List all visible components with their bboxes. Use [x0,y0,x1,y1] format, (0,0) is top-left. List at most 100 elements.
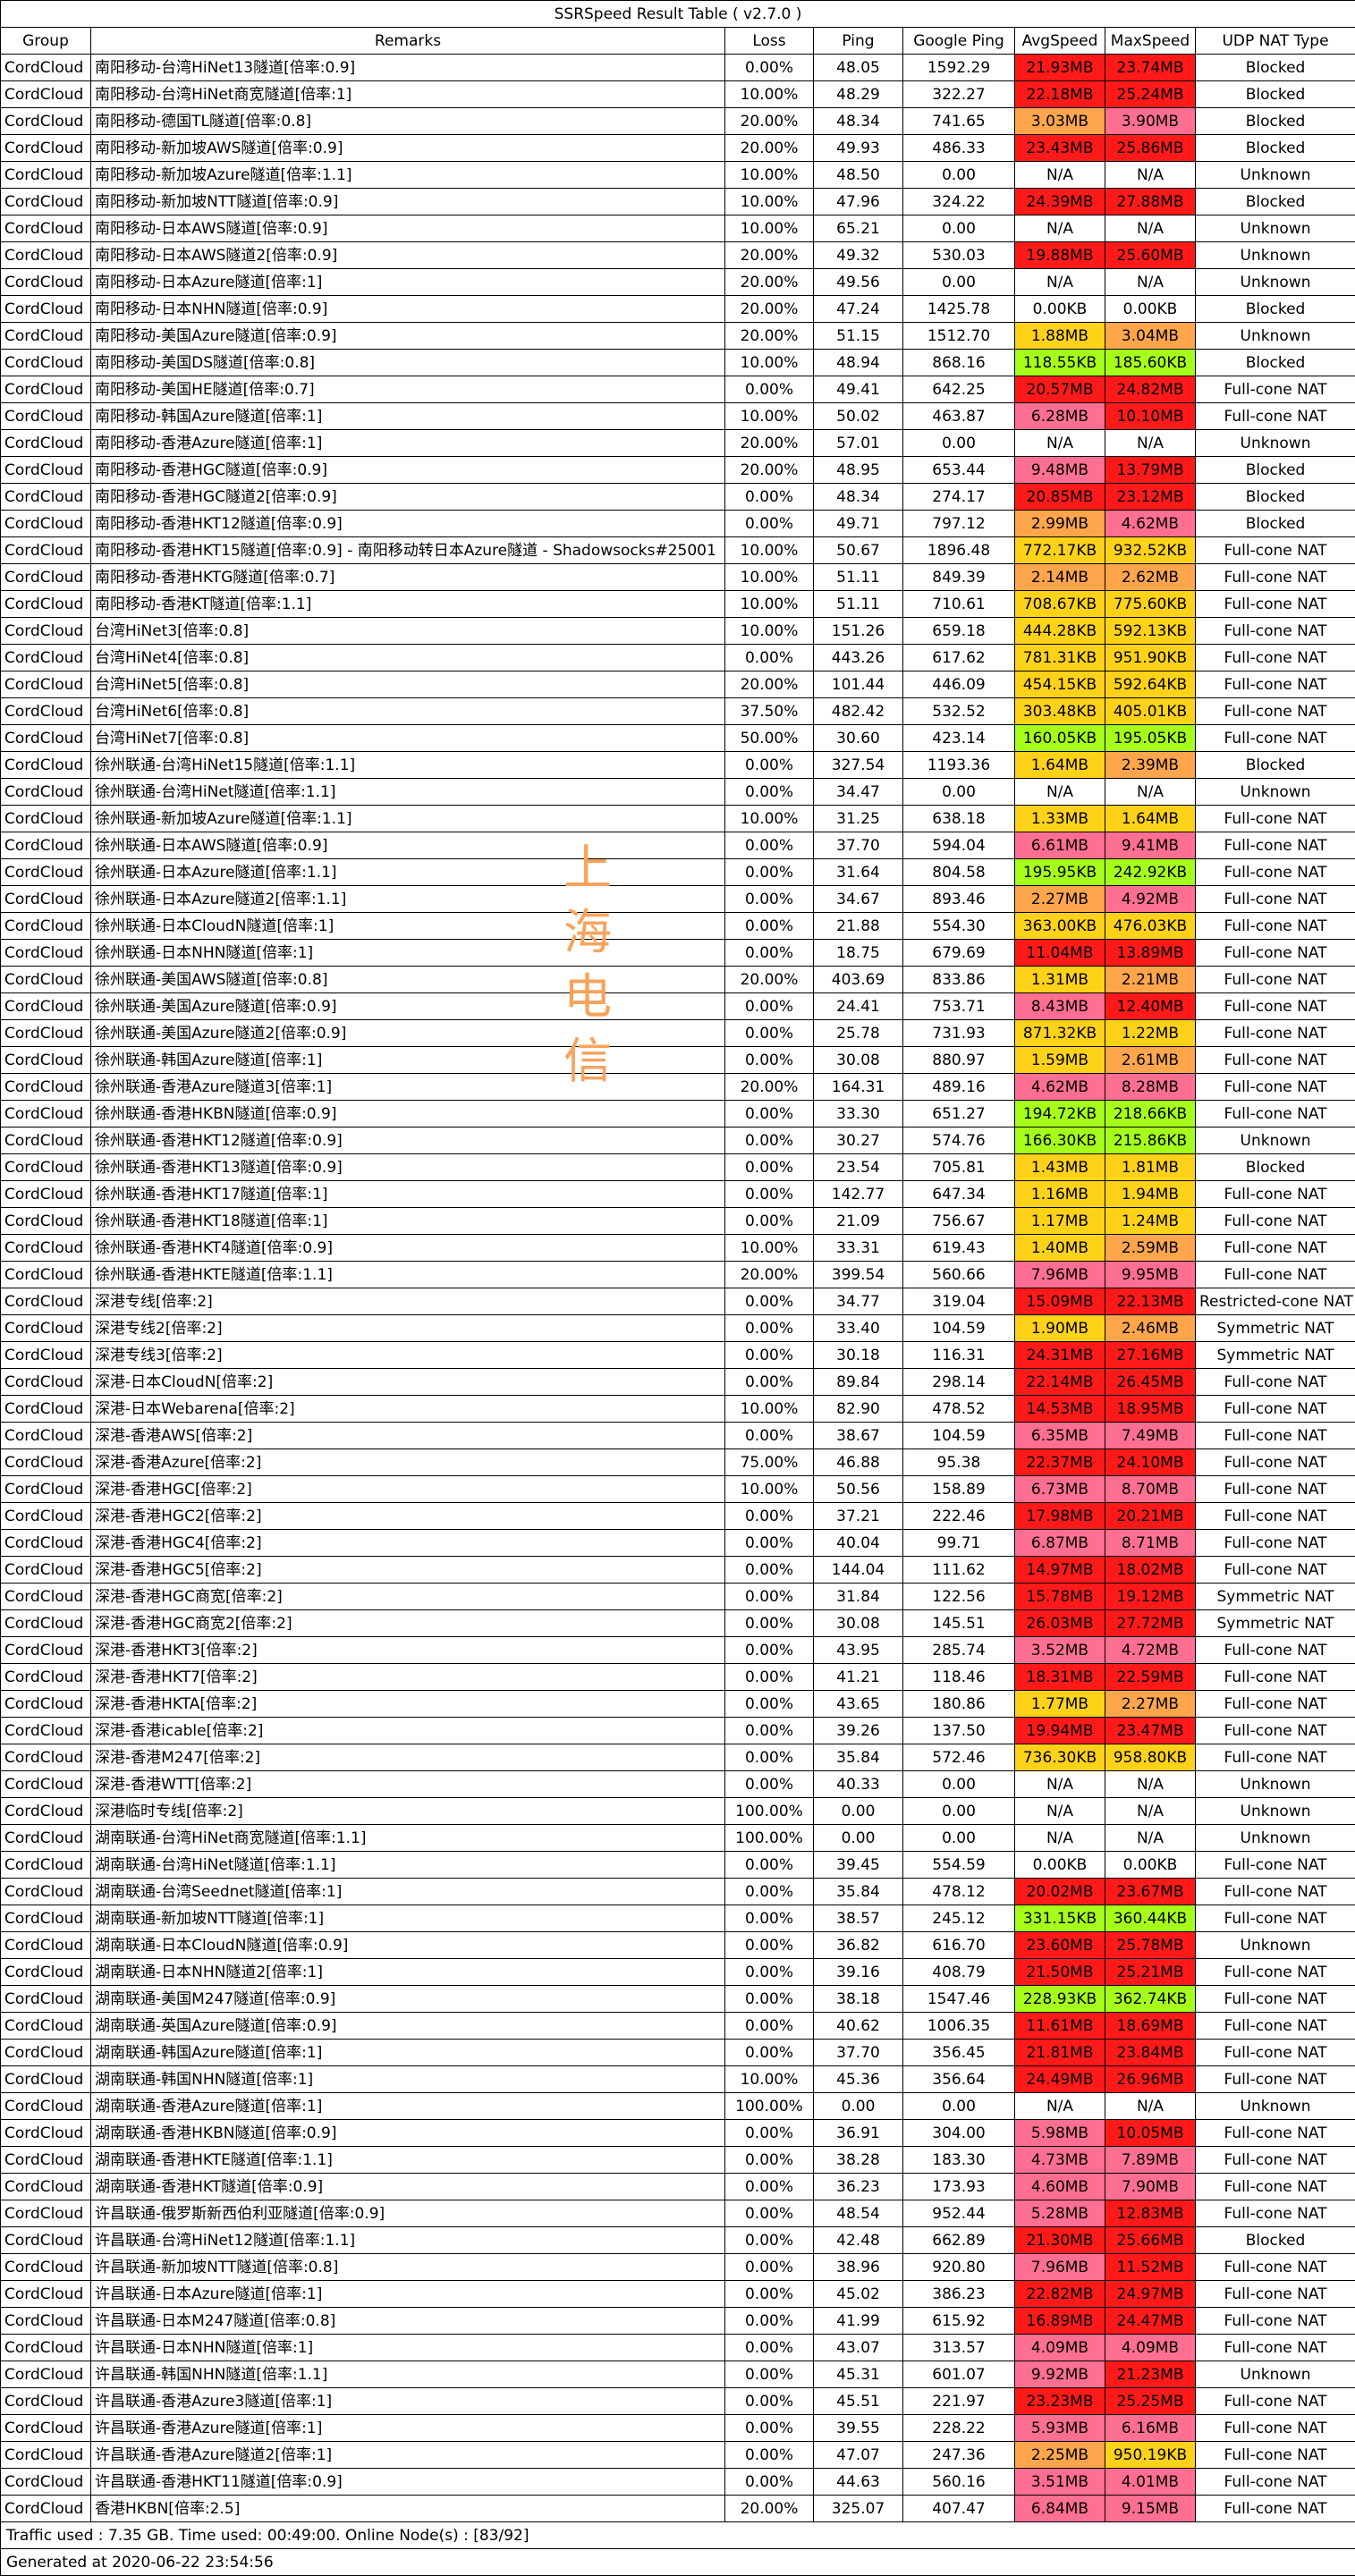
cell-max-speed: 1.94MB [1105,1181,1196,1208]
cell-loss: 0.00% [725,2174,814,2200]
cell-remarks: 深港-香港HGC5[倍率:2] [91,1557,725,1584]
cell-ping: 48.34 [814,108,903,135]
cell-ping: 34.77 [814,1288,903,1315]
cell-avg-speed: N/A [1015,269,1105,296]
cell-ping: 43.95 [814,1637,903,1664]
cell-avg-speed: N/A [1015,1798,1105,1825]
cell-avg-speed: 6.87MB [1015,1530,1105,1557]
cell-avg-speed: 9.48MB [1015,457,1105,484]
cell-google-ping: 319.04 [903,1288,1015,1315]
cell-google-ping: 1547.46 [903,1986,1015,2013]
cell-ping: 41.21 [814,1664,903,1691]
cell-udp-nat-type: Blocked [1196,511,1355,537]
cell-loss: 0.00% [725,2469,814,2496]
cell-udp-nat-type: Symmetric NAT [1196,1315,1355,1342]
cell-google-ping: 619.43 [903,1235,1015,1262]
cell-google-ping: 797.12 [903,511,1015,537]
cell-remarks: 南阳移动-日本AWS隧道[倍率:0.9] [91,215,725,242]
cell-udp-nat-type: Full-cone NAT [1196,2281,1355,2308]
cell-udp-nat-type: Full-cone NAT [1196,886,1355,913]
cell-loss: 10.00% [725,2066,814,2093]
cell-max-speed: 9.41MB [1105,832,1196,859]
cell-max-speed: 9.15MB [1105,2496,1196,2522]
cell-google-ping: 145.51 [903,1610,1015,1637]
cell-remarks: 深港-香港Azure[倍率:2] [91,1449,725,1476]
cell-loss: 0.00% [725,2415,814,2442]
cell-max-speed: 3.04MB [1105,323,1196,350]
cell-avg-speed: 444.28KB [1015,618,1105,645]
cell-google-ping: 446.09 [903,671,1015,698]
cell-google-ping: 705.81 [903,1154,1015,1181]
cell-avg-speed: 3.03MB [1015,108,1105,135]
cell-udp-nat-type: Full-cone NAT [1196,2442,1355,2469]
cell-avg-speed: 11.61MB [1015,2013,1105,2040]
cell-group: CordCloud [1,2442,91,2469]
cell-group: CordCloud [1,1718,91,1744]
cell-udp-nat-type: Full-cone NAT [1196,564,1355,591]
cell-loss: 0.00% [725,1610,814,1637]
cell-ping: 50.56 [814,1476,903,1503]
cell-avg-speed: 21.30MB [1015,2227,1105,2254]
cell-max-speed: 26.45MB [1105,1369,1196,1396]
cell-loss: 20.00% [725,323,814,350]
cell-max-speed: 2.59MB [1105,1235,1196,1262]
cell-avg-speed: 22.14MB [1015,1369,1105,1396]
cell-ping: 45.51 [814,2388,903,2415]
cell-avg-speed: 21.81MB [1015,2040,1105,2066]
cell-google-ping: 116.31 [903,1342,1015,1369]
cell-loss: 100.00% [725,2093,814,2120]
cell-loss: 0.00% [725,2254,814,2281]
cell-remarks: 许昌联通-俄罗斯新西伯利亚隧道[倍率:0.9] [91,2200,725,2227]
cell-ping: 0.00 [814,1825,903,1852]
cell-group: CordCloud [1,1959,91,1986]
cell-ping: 37.70 [814,2040,903,2066]
cell-group: CordCloud [1,403,91,430]
cell-avg-speed: 22.82MB [1015,2281,1105,2308]
cell-max-speed: 7.90MB [1105,2174,1196,2200]
cell-loss: 0.00% [725,55,814,81]
cell-loss: 0.00% [725,2281,814,2308]
cell-avg-speed: 20.57MB [1015,376,1105,403]
cell-remarks: 深港-香港HKT3[倍率:2] [91,1637,725,1664]
cell-google-ping: 0.00 [903,1825,1015,1852]
cell-avg-speed: 9.92MB [1015,2361,1105,2388]
cell-udp-nat-type: Full-cone NAT [1196,993,1355,1020]
cell-max-speed: 18.69MB [1105,2013,1196,2040]
cell-loss: 0.00% [725,1905,814,1932]
cell-loss: 20.00% [725,296,814,323]
cell-ping: 34.67 [814,886,903,913]
cell-ping: 49.93 [814,135,903,162]
cell-google-ping: 920.80 [903,2254,1015,2281]
cell-remarks: 深港临时专线[倍率:2] [91,1798,725,1825]
cell-udp-nat-type: Full-cone NAT [1196,1664,1355,1691]
cell-avg-speed: 781.31KB [1015,645,1105,671]
cell-max-speed: 25.24MB [1105,81,1196,108]
cell-avg-speed: 24.39MB [1015,189,1105,215]
cell-group: CordCloud [1,296,91,323]
cell-avg-speed: 24.31MB [1015,1342,1105,1369]
cell-loss: 0.00% [725,832,814,859]
cell-loss: 0.00% [725,1047,814,1074]
cell-remarks: 徐州联通-香港HKT4隧道[倍率:0.9] [91,1235,725,1262]
cell-avg-speed: N/A [1015,2093,1105,2120]
cell-loss: 100.00% [725,1825,814,1852]
cell-remarks: 徐州联通-香港HKBN隧道[倍率:0.9] [91,1101,725,1128]
cell-avg-speed: 1.33MB [1015,806,1105,832]
cell-remarks: 南阳移动-美国HE隧道[倍率:0.7] [91,376,725,403]
cell-max-speed: 25.60MB [1105,242,1196,269]
cell-ping: 31.25 [814,806,903,832]
cell-group: CordCloud [1,350,91,376]
cell-google-ping: 642.25 [903,376,1015,403]
cell-loss: 0.00% [725,1718,814,1744]
cell-google-ping: 285.74 [903,1637,1015,1664]
cell-max-speed: 476.03KB [1105,913,1196,940]
cell-google-ping: 324.22 [903,189,1015,215]
